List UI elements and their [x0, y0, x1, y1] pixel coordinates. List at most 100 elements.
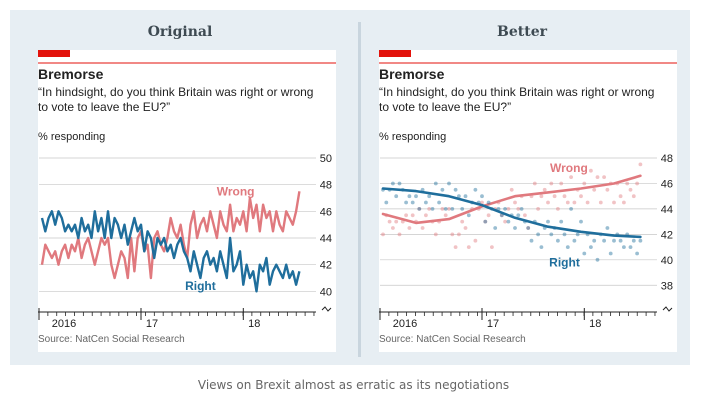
data-point-right: [582, 251, 587, 256]
trend-line-wrong: [381, 174, 642, 225]
y-tick-label: 46: [661, 178, 673, 190]
series-label-right: Right: [185, 279, 216, 293]
data-point-right: [394, 194, 399, 199]
data-point-right: [631, 238, 636, 243]
chart-card-original: Bremorse “In hindsight, do you think Brit…: [38, 50, 336, 352]
data-point-right: [608, 251, 613, 256]
chart-original: Bremorse “In hindsight, do you think Brit…: [38, 50, 336, 345]
y-tick-label: 48: [320, 180, 332, 192]
data-point-right: [404, 200, 408, 205]
data-point-wrong: [556, 207, 560, 211]
x-tick-label: 18: [589, 318, 601, 330]
data-point-wrong: [549, 181, 554, 186]
data-point-right: [384, 200, 389, 205]
data-point-right: [618, 238, 623, 243]
panel-divider: [358, 22, 361, 357]
data-point-right: [638, 238, 643, 243]
data-point-wrong: [618, 194, 623, 199]
data-point-right: [605, 226, 610, 230]
data-point-right: [602, 238, 606, 243]
x-tick-label: 2016: [52, 318, 76, 330]
data-point-wrong: [592, 187, 597, 192]
y-tick-label: 42: [320, 260, 332, 272]
y-tick-label: 40: [320, 286, 332, 298]
data-point-wrong: [536, 207, 540, 211]
data-point-right: [503, 207, 507, 211]
data-point-right: [539, 245, 544, 250]
data-point-wrong: [582, 181, 587, 186]
data-point-right: [565, 245, 570, 250]
data-point-wrong: [598, 200, 603, 205]
chart-better: Bremorse “In hindsight, do you think Brit…: [379, 50, 677, 345]
x-tick-label: 17: [146, 318, 158, 330]
data-point-right: [628, 245, 633, 250]
data-point-wrong: [585, 200, 590, 205]
data-point-right: [486, 200, 491, 205]
x-tick-label: 18: [248, 318, 260, 330]
data-point-right: [463, 194, 468, 199]
data-point-right: [529, 238, 534, 243]
data-point-right: [635, 251, 639, 256]
data-point-wrong: [394, 219, 399, 224]
data-point-right: [506, 219, 511, 224]
data-point-wrong: [453, 245, 458, 250]
y-tick-label: 40: [661, 255, 673, 267]
data-point-wrong: [387, 219, 392, 224]
y-axis-label: % responding: [379, 131, 446, 143]
data-point-right: [569, 207, 573, 211]
panel-heading-better: Better: [497, 24, 547, 40]
data-point-wrong: [589, 168, 593, 173]
chart-card-better: Bremorse “In hindsight, do you think Brit…: [379, 50, 677, 352]
data-point-wrong: [579, 194, 583, 199]
data-point-right: [437, 200, 441, 205]
data-point-wrong: [513, 200, 517, 205]
data-point-right: [519, 207, 524, 211]
data-point-wrong: [509, 187, 514, 192]
data-point-wrong: [565, 200, 570, 205]
data-point-right: [493, 226, 498, 230]
source-note: Source: NatCen Social Research: [379, 334, 526, 345]
data-point-wrong: [602, 175, 606, 179]
data-point-right: [526, 226, 531, 230]
data-point-right: [447, 181, 451, 186]
data-point-wrong: [638, 162, 643, 167]
red-tag: [38, 50, 70, 57]
data-point-wrong: [417, 207, 422, 211]
data-point-right: [443, 207, 448, 211]
data-point-wrong: [450, 232, 455, 237]
x-tick-label: 17: [487, 318, 499, 330]
data-point-right: [417, 207, 422, 211]
data-point-right: [559, 219, 564, 224]
data-point-right: [546, 219, 550, 224]
panel-better: Better Bremorse “In hindsight, do you thi…: [352, 10, 692, 365]
data-point-wrong: [407, 226, 412, 230]
data-point-right: [397, 181, 402, 186]
data-point-right: [579, 219, 583, 224]
data-point-right: [562, 232, 567, 237]
data-point-wrong: [443, 213, 448, 218]
data-point-right: [575, 232, 580, 237]
data-point-wrong: [635, 181, 639, 186]
data-point-wrong: [427, 207, 432, 211]
chart-subtitle-line: “In hindsight, do you think Britain was …: [379, 85, 654, 99]
data-point-right: [391, 181, 395, 186]
y-tick-label: 48: [661, 153, 673, 165]
data-point-right: [410, 200, 415, 205]
comparison-frame: Original Bremorse “In hindsight, do you t…: [10, 10, 690, 365]
data-point-right: [592, 238, 597, 243]
data-point-right: [572, 238, 577, 243]
figure-caption: Views on Brexit almost as erratic as its…: [197, 378, 510, 392]
data-point-wrong: [506, 207, 511, 211]
data-point-wrong: [523, 213, 527, 218]
data-point-right: [556, 238, 560, 243]
data-point-wrong: [391, 226, 395, 230]
series-label-wrong: Wrong: [217, 184, 255, 198]
data-point-wrong: [559, 181, 564, 186]
data-point-wrong: [473, 238, 478, 243]
chart-title: Bremorse: [379, 66, 445, 82]
data-point-wrong: [447, 207, 451, 211]
chart-title: Bremorse: [38, 66, 104, 82]
data-point-right: [453, 187, 458, 192]
y-tick-label: 46: [320, 206, 332, 218]
data-point-wrong: [440, 207, 445, 211]
